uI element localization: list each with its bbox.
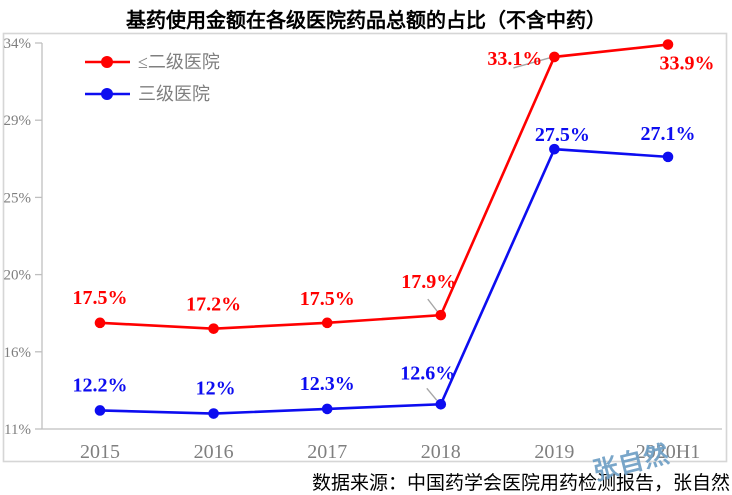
data-point-label: 33.9% <box>660 53 715 75</box>
legend-marker-blue <box>85 88 130 100</box>
x-category-label: 2019 <box>534 441 574 463</box>
y-tick-label: 11% <box>4 422 31 438</box>
data-point-marker <box>662 39 674 50</box>
data-point-label: 17.5% <box>300 288 355 310</box>
series-line <box>99 147 669 415</box>
data-point-label: 17.2% <box>186 294 241 316</box>
legend-item-series-0: ≤二级医院 <box>84 46 220 78</box>
x-category-label: 2015 <box>80 441 120 463</box>
y-tick-label: 29% <box>4 113 32 129</box>
data-point-label: 27.5% <box>535 124 590 146</box>
chart-title: 基药使用金额在各级医院药品总额的占比（不含中药） <box>126 10 606 32</box>
legend-item-series-1: 三级医院 <box>84 78 220 110</box>
y-tick-label: 16% <box>4 345 32 361</box>
y-tick-label: 20% <box>4 268 32 284</box>
legend-marker-red <box>85 56 130 68</box>
data-point-label: 27.1% <box>641 123 696 145</box>
x-category-label: 2016 <box>194 441 234 463</box>
data-point-label: 12.2% <box>73 374 128 396</box>
data-point-marker <box>321 317 333 329</box>
label-leader-line <box>427 298 439 313</box>
data-point-label: 33.1% <box>487 48 542 70</box>
x-category-label: 2017 <box>307 441 347 463</box>
data-point-marker <box>321 403 333 415</box>
data-point-label: 12% <box>196 378 236 400</box>
label-leader-line <box>426 387 438 401</box>
x-category-label: 2018 <box>421 441 461 463</box>
data-point-label: 17.9% <box>401 271 456 293</box>
legend: ≤二级医院 三级医院 <box>84 46 220 110</box>
data-point-marker <box>208 408 219 419</box>
y-tick-label: 25% <box>4 190 32 206</box>
data-point-label: 12.6% <box>400 362 455 384</box>
legend-label: ≤二级医院 <box>138 52 220 72</box>
data-point-marker <box>549 143 560 155</box>
label-leader-line <box>513 57 550 69</box>
data-point-marker <box>435 398 447 410</box>
data-point-marker <box>94 317 106 329</box>
data-point-marker <box>435 309 447 321</box>
data-point-marker <box>208 323 219 334</box>
x-category-label: 2020H1 <box>636 441 700 463</box>
data-point-label: 12.3% <box>300 373 355 395</box>
data-point-marker <box>662 151 674 163</box>
legend-label: 三级医院 <box>138 84 210 104</box>
chart-frame <box>2 32 728 463</box>
data-point-marker <box>549 51 560 63</box>
y-tick-label: 34% <box>4 36 32 52</box>
data-point-label: 17.5% <box>73 287 128 309</box>
data-point-marker <box>94 405 106 416</box>
series-line <box>99 43 669 330</box>
source-note: 数据来源：中国药学会医院用药检测报告，张自然 <box>311 473 730 494</box>
